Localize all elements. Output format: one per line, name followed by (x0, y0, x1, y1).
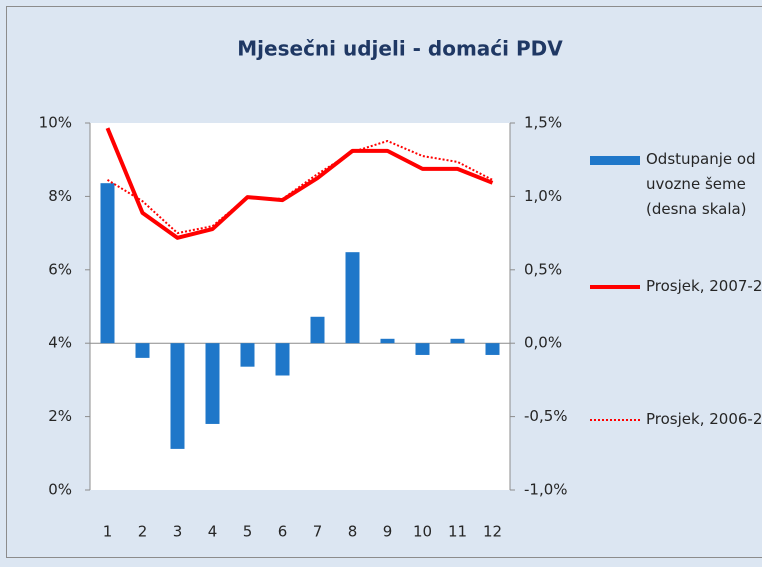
bar (450, 338, 465, 344)
plot-area (90, 123, 510, 490)
y-tick-label: 4% (48, 334, 72, 352)
y2-tick-label: -1,0% (524, 481, 568, 499)
y2-tick-label: 0,5% (524, 260, 562, 278)
x-tick-label: 12 (483, 523, 502, 541)
bar (415, 343, 430, 355)
legend-label: Prosjek, 2007-2012 (646, 277, 762, 295)
y2-tick-label: 1,5% (524, 114, 562, 132)
x-tick-label: 1 (103, 523, 113, 541)
x-tick-label: 6 (278, 523, 288, 541)
legend-swatch (590, 156, 640, 165)
bar (310, 316, 325, 344)
x-tick-label: 3 (173, 523, 183, 541)
y2-tick-label: -0,5% (524, 407, 568, 425)
x-tick-label: 2 (138, 523, 148, 541)
y-tick-label: 10% (39, 114, 72, 132)
bar (170, 343, 185, 449)
y-tick-label: 2% (48, 407, 72, 425)
line (105, 127, 494, 240)
bar (345, 252, 360, 344)
x-tick-label: 11 (448, 523, 467, 541)
x-tick-label: 10 (413, 523, 432, 541)
x-tick-label: 4 (208, 523, 218, 541)
y2-tick-label: 0,0% (524, 334, 562, 352)
legend-label: Odstupanje od uvozne šeme (desna skala) (646, 150, 756, 218)
y-tick-label: 0% (48, 481, 72, 499)
x-tick-label: 5 (243, 523, 253, 541)
line (106, 139, 493, 235)
chart-title: Mjesečni udjeli - domaći PDV (237, 37, 563, 61)
bar (485, 343, 500, 355)
bar (240, 343, 255, 367)
bar (275, 343, 290, 376)
chart-border (6, 6, 762, 558)
bar (135, 343, 150, 358)
x-tick-label: 8 (348, 523, 358, 541)
x-tick-label: 9 (383, 523, 393, 541)
y2-tick-label: 1,0% (524, 187, 562, 205)
legend-label: Prosjek, 2006-2012 (646, 410, 762, 428)
y-tick-label: 6% (48, 260, 72, 278)
y-tick-label: 8% (48, 187, 72, 205)
bar (100, 183, 115, 344)
bar (205, 343, 220, 424)
bar (380, 338, 395, 344)
x-tick-label: 7 (313, 523, 323, 541)
